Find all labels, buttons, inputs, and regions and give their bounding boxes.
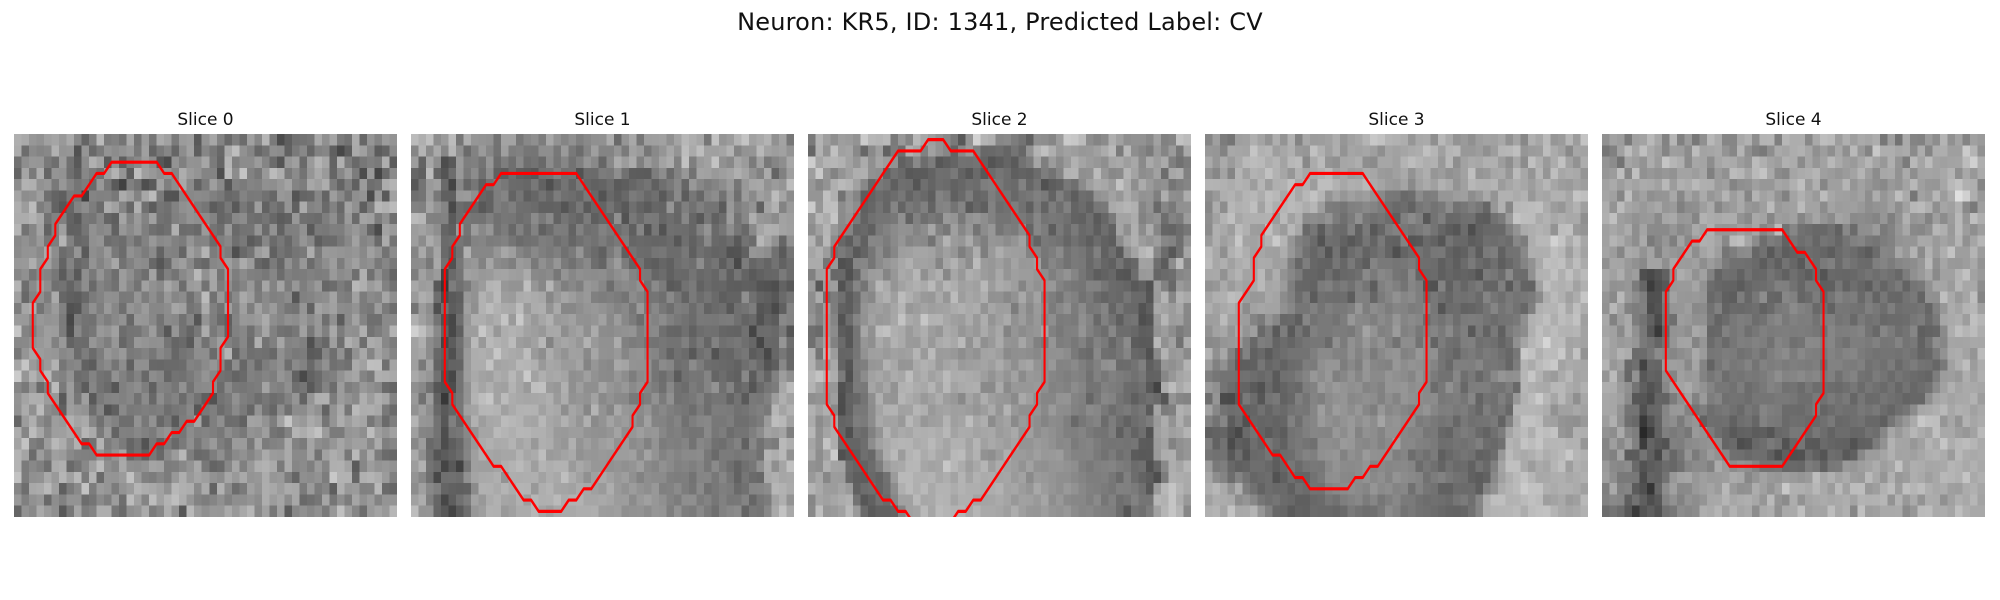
grayscale-pixel-grid [808, 134, 1191, 517]
slice-title-4: Slice 4 [1765, 110, 1822, 130]
grayscale-pixel-grid [411, 134, 794, 517]
slice-title-3: Slice 3 [1368, 110, 1425, 130]
roi-contour-line [1664, 228, 1825, 468]
slice-image-1 [411, 134, 794, 517]
slice-title-0: Slice 0 [177, 110, 234, 130]
slice-image-3 [1205, 134, 1588, 517]
slice-panel-1: Slice 1 [411, 108, 794, 523]
slice-panel-2: Slice 2 [808, 108, 1191, 523]
grayscale-pixel-grid [1602, 134, 1985, 517]
slice-panel-4: Slice 4 [1602, 108, 1985, 523]
slice-title-1: Slice 1 [574, 110, 631, 130]
roi-contour-line [1237, 171, 1428, 491]
slice-image-0 [14, 134, 397, 517]
grayscale-pixel-grid [1205, 134, 1588, 517]
slice-title-2: Slice 2 [971, 110, 1028, 130]
roi-contour-line [443, 171, 649, 513]
roi-contour-line [825, 138, 1046, 517]
slice-image-4 [1602, 134, 1985, 517]
slice-image-2 [808, 134, 1191, 517]
slice-panel-0: Slice 0 [14, 108, 397, 523]
slice-panel-3: Slice 3 [1205, 108, 1588, 523]
grayscale-pixel-grid [14, 134, 397, 517]
roi-contour-line [31, 160, 230, 457]
figure-title: Neuron: KR5, ID: 1341, Predicted Label: … [737, 8, 1263, 36]
